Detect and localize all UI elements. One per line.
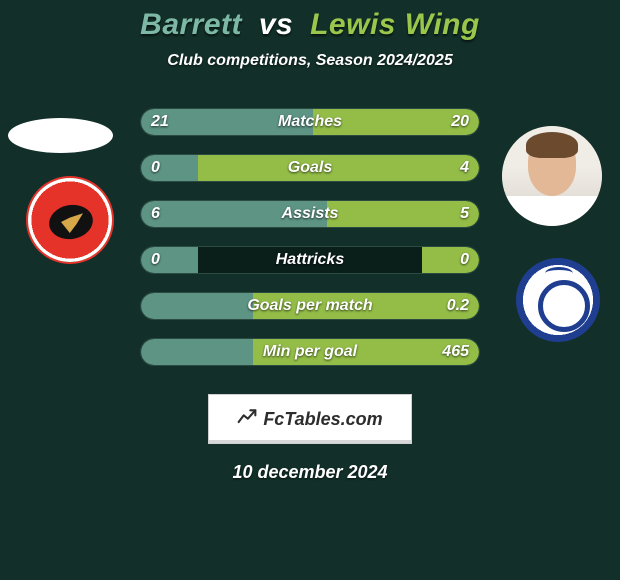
player2-club-crest [516,258,600,342]
stat-value-left: 6 [151,205,160,223]
snapshot-date: 10 december 2024 [0,462,620,483]
player1-avatar [8,118,113,153]
stat-label: Goals per match [141,297,479,315]
player2-name: Lewis Wing [310,8,480,41]
stat-row: 0.2Goals per match [140,292,480,320]
stat-row: 0 4Goals [140,154,480,182]
stats-panel: 2120Matches04Goals65Assists00Hattricks0.… [140,108,480,366]
player1-name: Barrett [140,8,242,41]
comparison-card: Barrett vs Lewis Wing Club competitions,… [0,0,620,483]
stat-value-left: 0 [151,159,160,177]
player2-avatar [502,126,602,226]
page-title: Barrett vs Lewis Wing [0,0,620,42]
stat-label: Goals [141,159,479,177]
player1-club-crest [28,178,112,262]
stat-value-right: 0 [460,251,469,269]
stat-row: 0 0Hattricks [140,246,480,274]
stat-value-right: 4 [460,159,469,177]
stat-label: Min per goal [141,343,479,361]
stat-row: 6 5Assists [140,200,480,228]
stat-value-right: 5 [460,205,469,223]
stat-value-right: 465 [442,343,469,361]
source-label: FcTables.com [263,409,382,430]
stat-row: 21 20Matches [140,108,480,136]
stat-label: Hattricks [141,251,479,269]
stat-value-left: 21 [151,113,169,131]
stat-value-right: 0.2 [447,297,469,315]
subtitle: Club competitions, Season 2024/2025 [0,52,620,70]
vs-label: vs [259,8,293,41]
stat-value-right: 20 [451,113,469,131]
stat-row: 465Min per goal [140,338,480,366]
avatar-face-icon [502,126,602,226]
stat-label: Assists [141,205,479,223]
source-badge[interactable]: FcTables.com [208,394,412,444]
stat-value-left: 0 [151,251,160,269]
stat-label: Matches [141,113,479,131]
chart-line-icon [237,407,257,432]
